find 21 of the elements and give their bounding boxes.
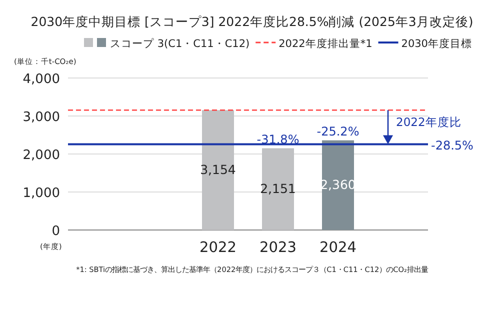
text: 3,154 bbox=[200, 162, 236, 178]
bar bbox=[322, 140, 354, 230]
annotation: -31.8% bbox=[256, 132, 300, 146]
bar bbox=[262, 148, 294, 230]
text: -28.5% bbox=[431, 138, 474, 152]
y-tick-label: 4,000 bbox=[22, 72, 60, 87]
y-tick-label: 0 bbox=[52, 224, 60, 239]
bar bbox=[202, 110, 234, 230]
x-tick-label: 2022 bbox=[200, 240, 236, 256]
y-tick-label: 3,000 bbox=[22, 110, 60, 125]
y-tick-label: 1,000 bbox=[22, 186, 60, 201]
y-tick-label: 2,000 bbox=[22, 148, 60, 163]
annotation: 2022年度比 bbox=[396, 115, 462, 130]
text: 2,151 bbox=[260, 181, 296, 196]
chart-title: 2030年度中期目標 [スコープ3] 2022年度比28.5%削減 (2025年3月改定後) bbox=[30, 14, 474, 29]
annotation: -25.2% bbox=[316, 124, 360, 138]
x-tick-label: 2023 bbox=[260, 240, 296, 256]
x-tick-label: 2024 bbox=[320, 240, 356, 256]
legend-label: 2022年度排出量*1 bbox=[278, 37, 372, 50]
legend-label: 2030年度目標 bbox=[401, 37, 472, 50]
legend-label: スコープ 3(C1・C11・C12) bbox=[110, 37, 250, 50]
